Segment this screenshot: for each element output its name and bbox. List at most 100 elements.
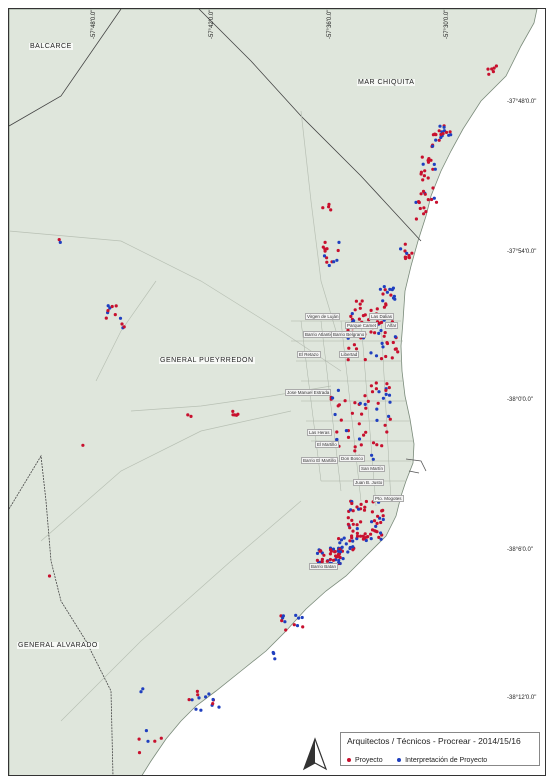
project-point xyxy=(407,253,411,258)
project-point xyxy=(442,125,446,129)
project-point xyxy=(383,288,387,292)
project-point xyxy=(141,687,145,691)
project-point xyxy=(390,356,394,360)
project-point xyxy=(350,411,354,415)
project-point xyxy=(434,200,439,204)
project-point xyxy=(372,519,377,523)
project-point xyxy=(363,402,367,406)
lat-label: -38°6'0.0" xyxy=(507,547,534,553)
project-point xyxy=(383,331,387,335)
project-point xyxy=(431,186,435,190)
project-point xyxy=(364,538,368,543)
project-point xyxy=(375,521,379,526)
project-point xyxy=(344,542,348,546)
project-point xyxy=(338,541,342,545)
region-label-general-alvarado: GENERAL ALVARADO xyxy=(17,642,99,649)
project-point xyxy=(322,553,326,557)
project-point xyxy=(419,172,423,176)
project-point xyxy=(429,158,433,162)
project-point xyxy=(355,505,359,509)
project-point xyxy=(315,551,320,556)
project-point xyxy=(418,206,422,211)
project-point xyxy=(422,174,426,178)
project-point xyxy=(373,331,377,335)
project-point xyxy=(381,299,385,303)
project-point xyxy=(376,514,380,518)
project-point xyxy=(273,657,277,661)
project-point xyxy=(336,248,340,253)
project-point xyxy=(379,520,383,525)
project-point xyxy=(336,388,340,392)
project-point xyxy=(370,520,374,524)
project-point xyxy=(359,443,363,447)
project-point xyxy=(387,386,391,390)
project-point xyxy=(383,423,387,427)
map-canvas xyxy=(9,9,538,775)
project-point xyxy=(403,249,407,253)
project-point xyxy=(490,67,494,71)
project-point xyxy=(327,263,331,268)
project-point xyxy=(350,536,354,540)
project-point xyxy=(333,550,337,554)
project-point xyxy=(377,535,381,540)
project-point xyxy=(421,178,425,182)
project-point xyxy=(381,292,385,296)
project-point xyxy=(104,316,108,320)
project-point xyxy=(421,162,425,166)
project-point xyxy=(379,328,383,333)
project-point xyxy=(437,138,441,142)
project-point xyxy=(329,208,333,212)
project-point xyxy=(343,399,347,403)
project-point xyxy=(106,304,110,308)
project-point xyxy=(327,202,331,206)
project-point xyxy=(211,697,215,702)
project-point xyxy=(353,449,357,453)
land-area xyxy=(9,9,538,775)
project-point xyxy=(421,189,426,193)
barrio-label: El Martillo xyxy=(315,441,339,448)
project-point xyxy=(359,520,363,524)
region-label-mar-chiquita: MAR CHIQUITA xyxy=(357,79,416,86)
barrio-label: El Retazo xyxy=(297,351,321,358)
project-point xyxy=(417,200,421,204)
project-point xyxy=(335,437,339,442)
project-point xyxy=(334,554,338,558)
project-point xyxy=(337,403,341,407)
project-point xyxy=(358,401,362,405)
project-point xyxy=(379,357,384,361)
project-point xyxy=(366,535,370,539)
project-point xyxy=(196,693,200,697)
project-point xyxy=(414,200,418,204)
project-point xyxy=(364,406,368,410)
project-point xyxy=(385,341,389,345)
project-point xyxy=(399,247,403,251)
project-point xyxy=(374,524,378,529)
project-point xyxy=(423,192,427,196)
project-point xyxy=(384,388,388,392)
project-point xyxy=(375,418,379,422)
project-point xyxy=(146,739,150,743)
project-point xyxy=(337,537,341,541)
project-point xyxy=(353,445,357,449)
project-point xyxy=(370,453,374,457)
barrio-label: Las Dalias xyxy=(369,313,395,320)
project-point xyxy=(355,531,359,536)
barrio-label: Parque Camet xyxy=(345,322,379,329)
project-point xyxy=(338,550,343,554)
barrio-label: Pto. Mogotes xyxy=(373,495,404,502)
project-point xyxy=(120,322,124,326)
project-point xyxy=(375,407,379,411)
project-point xyxy=(346,358,350,362)
project-point xyxy=(199,708,203,712)
project-point xyxy=(292,623,296,627)
project-point xyxy=(381,517,385,522)
project-point xyxy=(325,559,329,563)
legend-title: Arquitectos / Técnicos - Procrear - 2014… xyxy=(347,736,521,746)
project-point xyxy=(374,387,378,391)
project-point xyxy=(387,393,392,397)
project-point xyxy=(364,499,368,504)
project-point xyxy=(371,441,376,445)
project-point xyxy=(342,536,346,540)
lon-label: -57°48'0.0" xyxy=(91,9,97,39)
project-point xyxy=(346,516,350,520)
